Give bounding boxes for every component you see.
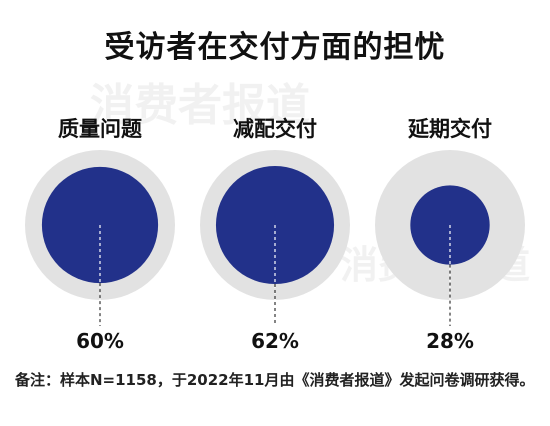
chart-title: 受访者在交付方面的担忧 [104,30,446,65]
value-label: 60% [76,329,124,353]
watermark-text: 消费者报道 [90,80,310,131]
value-label: 28% [426,329,474,353]
category-label: 延期交付 [407,117,492,141]
category-label: 质量问题 [58,117,143,141]
footnote: 备注：样本N=1158，于2022年11月由《消费者报道》发起问卷调研获得。 [15,371,535,389]
category-label: 减配交付 [233,117,317,141]
value-label: 62% [251,329,299,353]
bubble-value [41,166,159,284]
